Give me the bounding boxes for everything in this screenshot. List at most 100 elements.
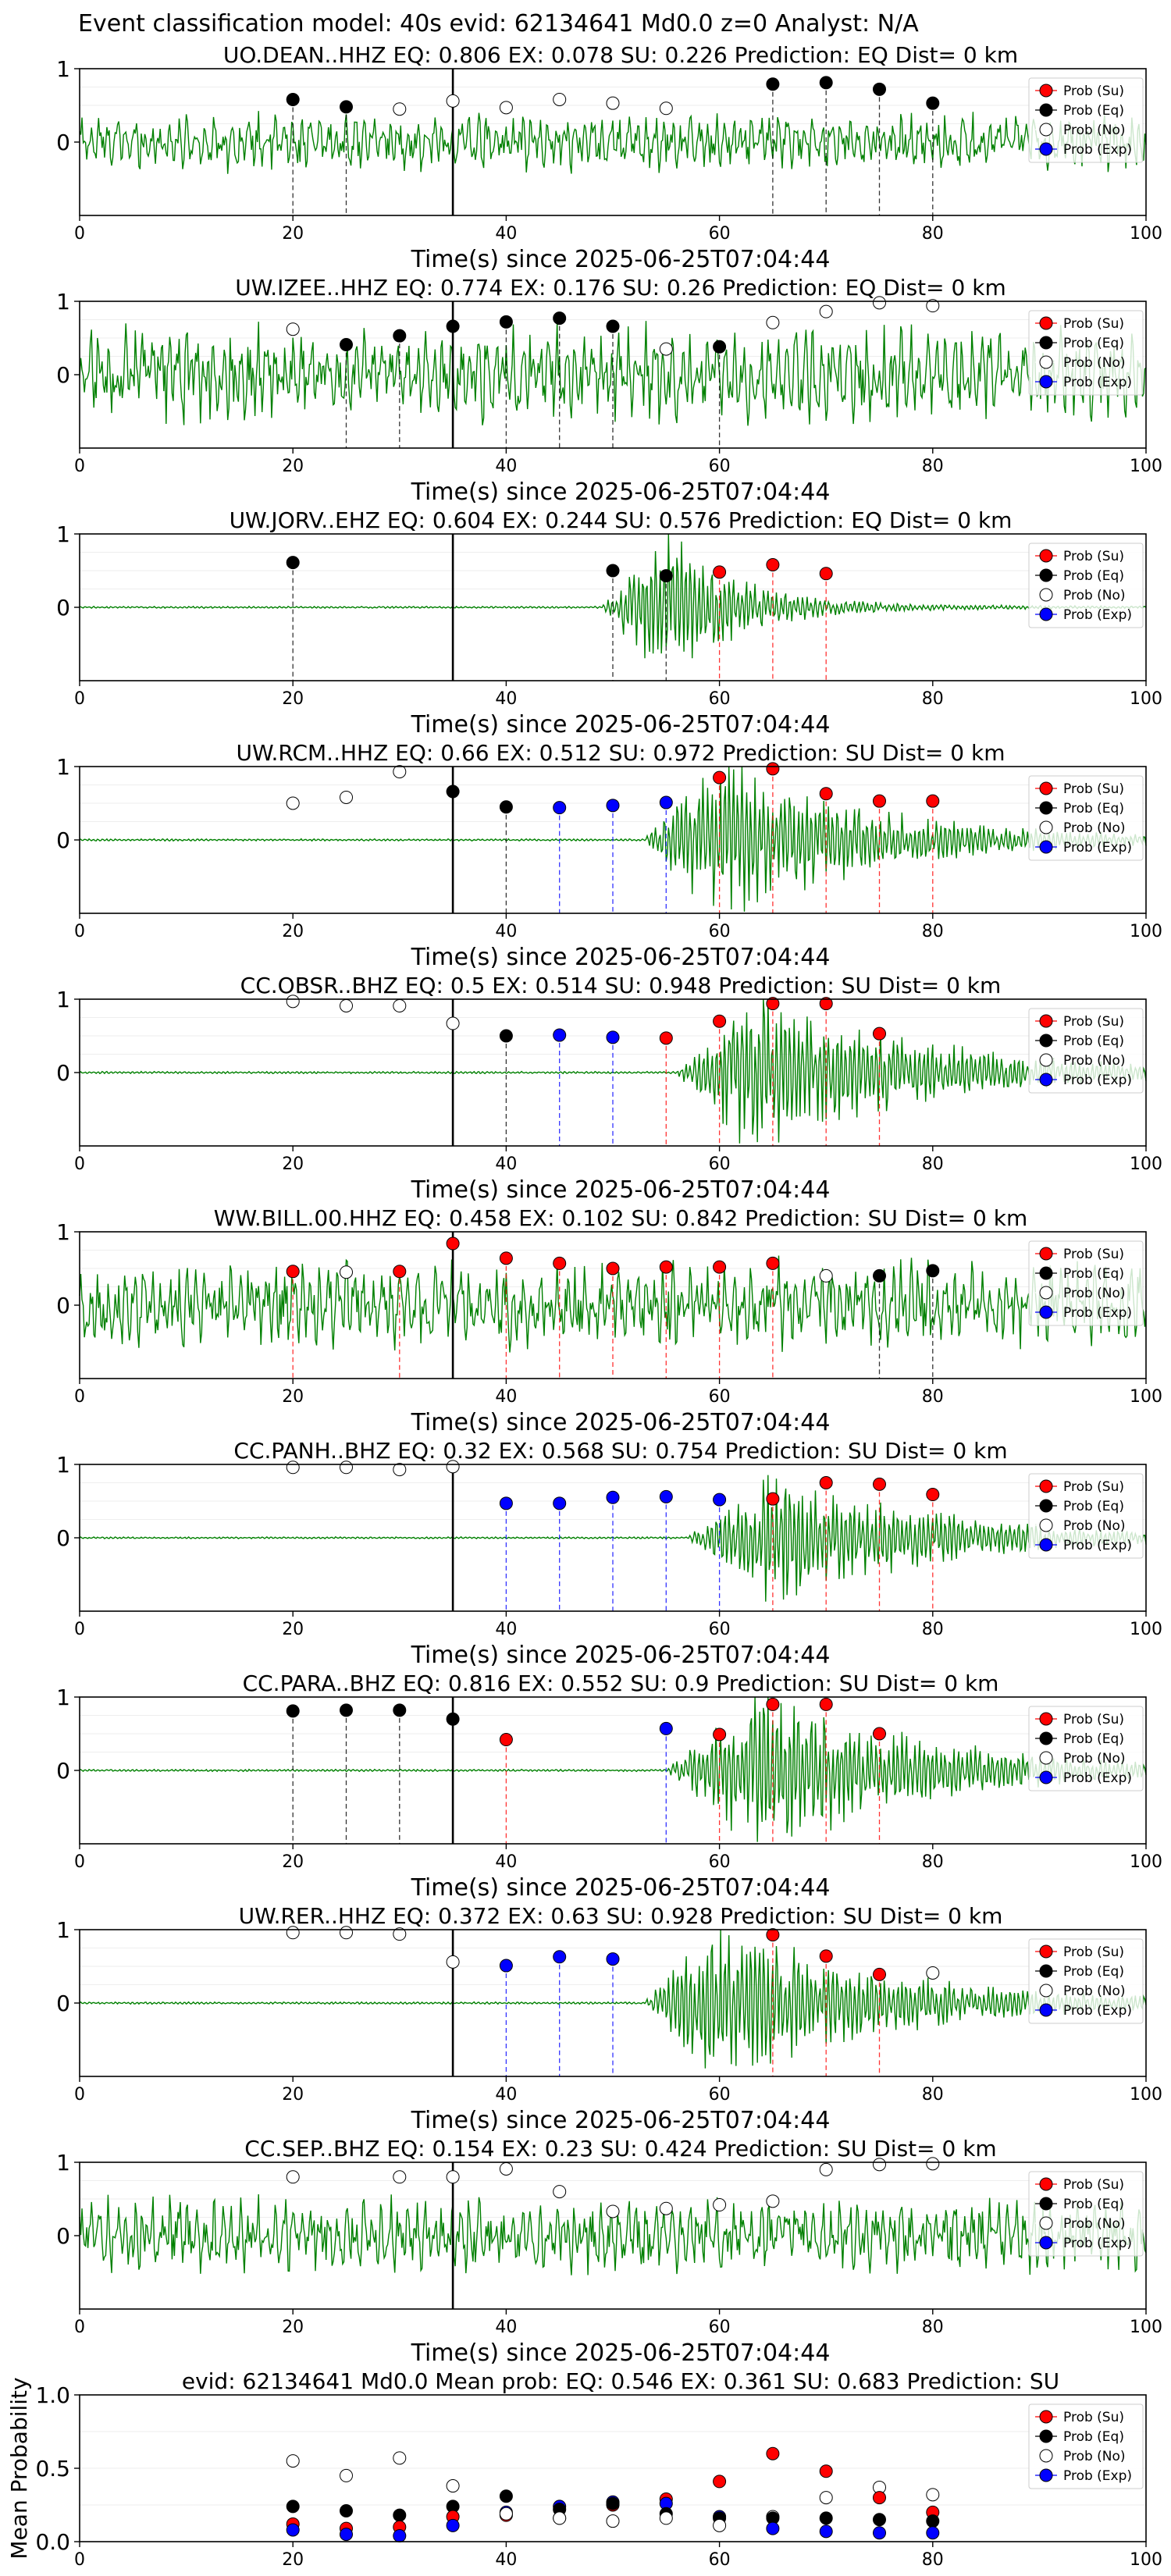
mean-probability-point (446, 2518, 460, 2532)
x-tick-label: 0 (74, 689, 85, 709)
probability-point (446, 94, 460, 108)
x-tick-label: 0 (74, 224, 85, 244)
probability-point (819, 304, 833, 318)
legend-box (1028, 2171, 1144, 2257)
probability-point (819, 1268, 833, 1283)
x-tick-label: 80 (922, 457, 944, 476)
mean-probability-point (819, 2464, 833, 2478)
probability-point (819, 2162, 833, 2176)
legend-marker (1039, 1014, 1053, 1028)
y-tick-label: 0 (56, 1991, 70, 2016)
legend-label: Prob (No) (1063, 1518, 1126, 1534)
probability-point (446, 1955, 460, 1969)
probability-point (393, 1927, 407, 1941)
legend-marker (1039, 1944, 1053, 1959)
x-tick-label: 40 (495, 2318, 517, 2337)
legend-label: Prob (Su) (1063, 84, 1124, 99)
probability-point (499, 2161, 513, 2176)
legend-label: Prob (Su) (1063, 1712, 1124, 1727)
x-tick-label: 40 (495, 1852, 517, 1872)
probability-point (446, 1236, 460, 1251)
probability-point (659, 569, 673, 583)
probability-point (553, 1950, 567, 1964)
mean-probability-point (819, 2491, 833, 2505)
legend-label: Prob (No) (1063, 1751, 1126, 1767)
x-tick-label: 20 (282, 1852, 304, 1872)
probability-point (926, 794, 940, 808)
x-tick-label: 60 (709, 1620, 731, 1639)
probability-point (553, 2185, 567, 2199)
probability-point (926, 1488, 940, 1502)
probability-point (553, 1028, 567, 1042)
legend-label: Prob (Exp) (1063, 1770, 1132, 1786)
x-tick-label: 40 (495, 2085, 517, 2105)
legend-marker (1039, 2197, 1053, 2211)
probability-point (340, 790, 353, 804)
legend-box (1028, 1938, 1144, 2024)
probability-point (553, 311, 567, 326)
probability-point (713, 565, 727, 579)
legend-label: Prob (No) (1063, 2449, 1126, 2464)
x-tick-label: 60 (709, 689, 731, 709)
legend-marker (1039, 801, 1053, 815)
legend-label: Prob (Exp) (1063, 2468, 1132, 2484)
probability-point (873, 82, 886, 96)
probability-point (340, 998, 353, 1012)
legend-marker (1039, 123, 1053, 137)
probability-point (713, 1727, 727, 1742)
probability-point (499, 1496, 513, 1510)
legend-marker (1039, 607, 1053, 621)
x-tick-label: 40 (495, 224, 517, 244)
probability-point (926, 1966, 940, 1980)
legend-label: Prob (Exp) (1063, 1538, 1132, 1553)
legend-marker (1039, 1247, 1053, 1261)
probability-point (606, 319, 620, 333)
legend-marker (1039, 2236, 1053, 2250)
x-tick-label: 0 (74, 457, 85, 476)
x-tick-label: 0 (74, 2318, 85, 2337)
mean-probability-point (926, 2526, 940, 2540)
x-axis-label: Time(s) since 2025-06-25T07:04:44 (411, 2339, 831, 2367)
probability-point (873, 1268, 886, 1283)
legend-marker (1039, 1034, 1053, 1048)
x-tick-label: 20 (282, 689, 304, 709)
legend-marker (1039, 1964, 1053, 1978)
x-tick-label: 100 (1130, 922, 1162, 941)
probability-point (286, 322, 300, 336)
y-axis-label: Mean Probability (6, 2377, 32, 2559)
probability-point (340, 100, 353, 114)
legend-marker (1039, 103, 1053, 117)
probability-point (766, 315, 780, 329)
probability-point (606, 2204, 620, 2218)
probability-point (340, 337, 353, 351)
probability-point (286, 92, 300, 106)
y-tick-label: 1 (56, 987, 70, 1012)
x-tick-label: 20 (282, 457, 304, 476)
x-tick-label: 40 (495, 2550, 517, 2570)
probability-point (286, 796, 300, 810)
legend-marker (1039, 84, 1053, 98)
y-tick-label: 0 (56, 595, 70, 621)
x-tick-label: 20 (282, 2318, 304, 2337)
legend-label: Prob (Su) (1063, 549, 1124, 564)
probability-point (819, 1697, 833, 1711)
mean-probability-point (340, 2504, 353, 2518)
station-panel: 0 20 40 60 80 100 1 0 UW.RCM..HHZ EQ: 0.66 EX: 0… (56, 740, 1162, 971)
x-tick-label: 100 (1130, 689, 1162, 709)
probability-point (286, 1704, 300, 1718)
x-tick-label: 60 (709, 2085, 731, 2105)
subplot-title: CC.PANH..BHZ EQ: 0.32 EX: 0.568 SU: 0.75… (233, 1438, 1007, 1464)
x-tick-label: 40 (495, 689, 517, 709)
legend-label: Prob (Exp) (1063, 2003, 1132, 2019)
mean-probability-point (553, 2511, 567, 2525)
y-tick-label: 1 (56, 1685, 70, 1710)
waveform-trace (79, 1696, 1147, 1842)
legend-marker (1039, 2216, 1053, 2230)
probability-point (499, 800, 513, 814)
probability-point (499, 315, 513, 329)
legend-marker (1039, 1305, 1053, 1319)
legend-marker (1039, 1538, 1053, 1552)
legend-marker (1039, 1053, 1053, 1067)
legend-label: Prob (No) (1063, 1984, 1126, 1999)
legend-marker (1039, 1266, 1053, 1280)
